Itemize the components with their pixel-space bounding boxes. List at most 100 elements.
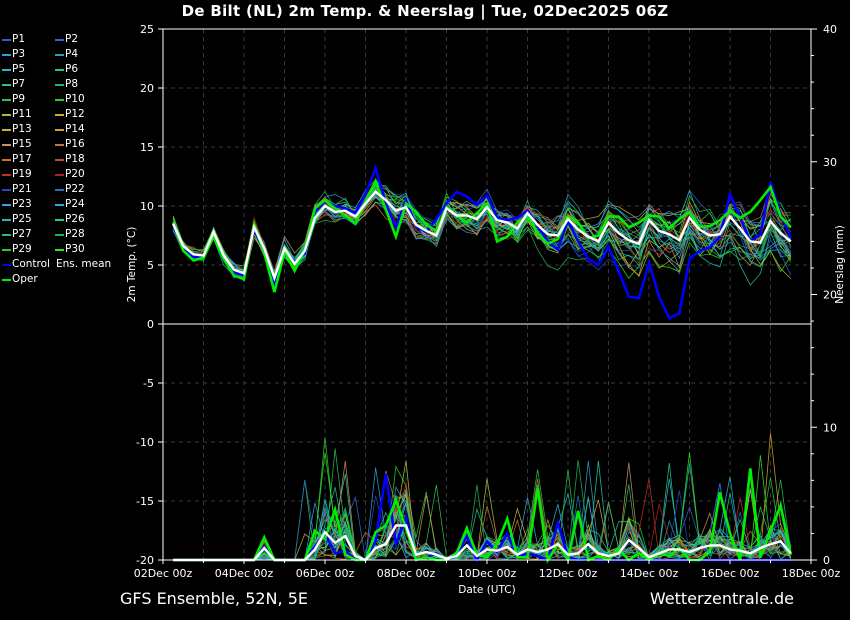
legend-swatch bbox=[55, 53, 64, 56]
legend-swatch bbox=[55, 68, 64, 71]
y-axis-label: 2m Temp. (°C) bbox=[126, 227, 138, 303]
legend-label: P10 bbox=[65, 93, 85, 105]
legend-item: P19 bbox=[2, 167, 55, 182]
y-right-tick-label: 30 bbox=[823, 156, 837, 169]
legend-label: P15 bbox=[12, 138, 32, 150]
legend-label: P13 bbox=[12, 123, 32, 135]
legend-label: P6 bbox=[65, 63, 79, 75]
x-tick-label: 04Dec 00z bbox=[215, 567, 274, 580]
legend-item: P13 bbox=[2, 122, 55, 137]
legend-label: P20 bbox=[65, 168, 85, 180]
x-axis-label: Date (UTC) bbox=[458, 584, 515, 596]
legend-swatch bbox=[2, 173, 11, 176]
temp-line-ens-mean bbox=[172, 190, 792, 282]
legend-swatch bbox=[55, 128, 64, 131]
legend-item: P8 bbox=[55, 77, 108, 92]
legend-swatch bbox=[2, 278, 11, 281]
legend-label: P3 bbox=[12, 48, 26, 60]
legend-item: P5 bbox=[2, 62, 55, 77]
legend-row: P25 P26 bbox=[2, 212, 108, 227]
legend-swatch bbox=[2, 203, 11, 206]
legend-label: Oper bbox=[12, 273, 38, 285]
legend-item: P12 bbox=[55, 107, 108, 122]
legend-item: P26 bbox=[55, 212, 108, 227]
legend-row: P29 P30 bbox=[2, 242, 108, 257]
legend-swatch bbox=[55, 98, 64, 101]
legend-label: P22 bbox=[65, 183, 85, 195]
legend-swatch bbox=[55, 158, 64, 161]
legend-item: Ens. mean bbox=[55, 257, 112, 272]
legend-swatch bbox=[55, 38, 64, 41]
legend-item: P21 bbox=[2, 182, 55, 197]
legend-label: P25 bbox=[12, 213, 32, 225]
legend-label: P1 bbox=[12, 33, 26, 45]
y-tick-label: 10 bbox=[140, 200, 154, 213]
temp-line-control bbox=[171, 164, 792, 320]
legend-label: Ens. mean bbox=[56, 258, 112, 270]
x-tick-label: 10Dec 00z bbox=[458, 567, 517, 580]
legend-swatch bbox=[55, 173, 64, 176]
y-tick-label: 20 bbox=[140, 82, 154, 95]
legend-item: P9 bbox=[2, 92, 55, 107]
legend-swatch bbox=[2, 263, 11, 266]
legend-swatch bbox=[2, 38, 11, 41]
y-tick-label: -15 bbox=[136, 495, 154, 508]
legend-label: Control bbox=[12, 258, 50, 270]
legend-row: P27 P28 bbox=[2, 227, 108, 242]
y-right-tick-label: 10 bbox=[823, 421, 837, 434]
y-tick-label: 25 bbox=[140, 23, 154, 36]
legend-item: P4 bbox=[55, 47, 108, 62]
y-tick-label: -10 bbox=[136, 436, 154, 449]
legend-label: P11 bbox=[12, 108, 32, 120]
legend-label: P29 bbox=[12, 243, 32, 255]
x-tick-label: 08Dec 00z bbox=[377, 567, 436, 580]
legend-label: P26 bbox=[65, 213, 85, 225]
legend-item: P7 bbox=[2, 77, 55, 92]
legend-item: P2 bbox=[55, 32, 108, 47]
legend-item: P24 bbox=[55, 197, 108, 212]
legend-label: P7 bbox=[12, 78, 26, 90]
x-tick-label: 12Dec 00z bbox=[539, 567, 598, 580]
x-tick-label: 16Dec 00z bbox=[701, 567, 760, 580]
legend-row: P3 P4 bbox=[2, 47, 108, 62]
legend-item: P20 bbox=[55, 167, 108, 182]
legend-row: P23 P24 bbox=[2, 197, 108, 212]
legend-row: P7 P8 bbox=[2, 77, 108, 92]
legend-swatch bbox=[2, 113, 11, 116]
chart-title: De Bilt (NL) 2m Temp. & Neerslag | Tue, … bbox=[181, 2, 669, 20]
legend-swatch bbox=[55, 233, 64, 236]
legend-item: P18 bbox=[55, 152, 108, 167]
legend-item: Control bbox=[2, 257, 55, 272]
y-tick-label: 0 bbox=[147, 318, 154, 331]
legend-row: Control Ens. mean bbox=[2, 257, 112, 272]
legend-row: P17 P18 bbox=[2, 152, 108, 167]
legend-item: P10 bbox=[55, 92, 108, 107]
legend-label: P5 bbox=[12, 63, 26, 75]
y-right-tick-label: 20 bbox=[823, 289, 837, 302]
legend-swatch bbox=[55, 218, 64, 221]
legend-label: P23 bbox=[12, 198, 32, 210]
legend-swatch bbox=[2, 53, 11, 56]
temp-line-p23 bbox=[172, 192, 792, 275]
legend-swatch bbox=[2, 68, 11, 71]
x-tick-label: 14Dec 00z bbox=[620, 567, 679, 580]
legend-item: Oper bbox=[2, 272, 55, 287]
legend-label: P4 bbox=[65, 48, 79, 60]
y-right-tick-label: 0 bbox=[823, 554, 830, 567]
legend-swatch bbox=[2, 218, 11, 221]
model-info: GFS Ensemble, 52N, 5E bbox=[120, 589, 308, 608]
legend-label: P21 bbox=[12, 183, 32, 195]
legend-label: P27 bbox=[12, 228, 32, 240]
legend-row: P21 P22 bbox=[2, 182, 108, 197]
legend-label: P8 bbox=[65, 78, 79, 90]
legend-label: P9 bbox=[12, 93, 26, 105]
y-right-axis-label: Neerslag (mm) bbox=[834, 225, 846, 304]
legend-label: P28 bbox=[65, 228, 85, 240]
legend-item: P29 bbox=[2, 242, 55, 257]
x-tick-label: 02Dec 00z bbox=[134, 567, 193, 580]
legend-swatch bbox=[2, 143, 11, 146]
legend-label: P18 bbox=[65, 153, 85, 165]
legend-swatch bbox=[2, 83, 11, 86]
legend-item: P30 bbox=[55, 242, 108, 257]
